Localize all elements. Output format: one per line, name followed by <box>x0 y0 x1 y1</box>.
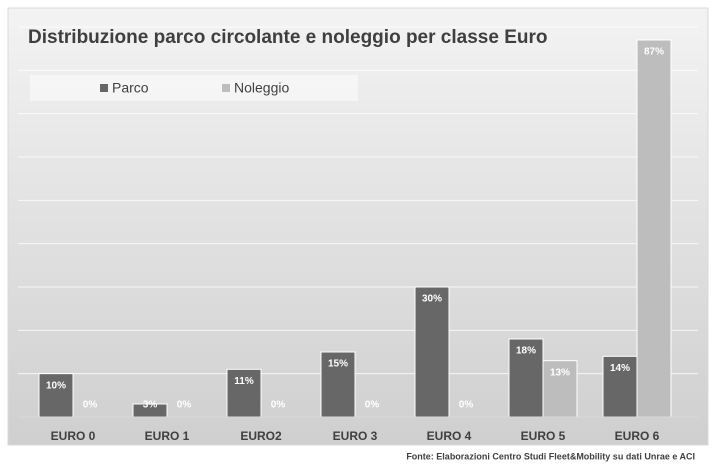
legend-swatch <box>100 84 108 92</box>
x-tick-label: EURO2 <box>240 429 282 443</box>
data-label: 10% <box>46 380 66 391</box>
data-label: 18% <box>516 346 536 357</box>
bar <box>602 355 638 418</box>
data-label: 0% <box>83 400 98 411</box>
data-label: 0% <box>271 400 286 411</box>
x-tick-label: EURO 3 <box>333 429 378 443</box>
bar <box>636 39 672 418</box>
bar <box>38 373 74 418</box>
x-tick-label: EURO 4 <box>427 429 472 443</box>
chart-title: Distribuzione parco circolante e noleggi… <box>28 27 547 48</box>
legend-label: Parco <box>112 80 149 96</box>
data-label: 0% <box>459 400 474 411</box>
x-tick-label: EURO 0 <box>51 429 96 443</box>
data-label: 0% <box>177 400 192 411</box>
bar <box>226 368 262 418</box>
data-label: 30% <box>422 294 442 305</box>
x-tick-label: EURO 1 <box>145 429 190 443</box>
data-label: 15% <box>328 359 348 370</box>
data-label: 13% <box>550 367 570 378</box>
bar <box>508 338 544 418</box>
legend-box <box>30 75 358 101</box>
data-label: 3% <box>143 400 158 411</box>
data-label: 14% <box>610 363 630 374</box>
data-label: 11% <box>234 376 254 387</box>
bar <box>414 286 450 418</box>
source-note: Fonte: Elaborazioni Centro Studi Fleet&M… <box>406 451 695 461</box>
x-tick-label: EURO 5 <box>521 429 566 443</box>
legend-swatch <box>222 84 230 92</box>
x-tick-label: EURO 6 <box>615 429 660 443</box>
data-label: 87% <box>644 47 664 58</box>
data-label: 0% <box>365 400 380 411</box>
legend-label: Noleggio <box>234 80 289 96</box>
